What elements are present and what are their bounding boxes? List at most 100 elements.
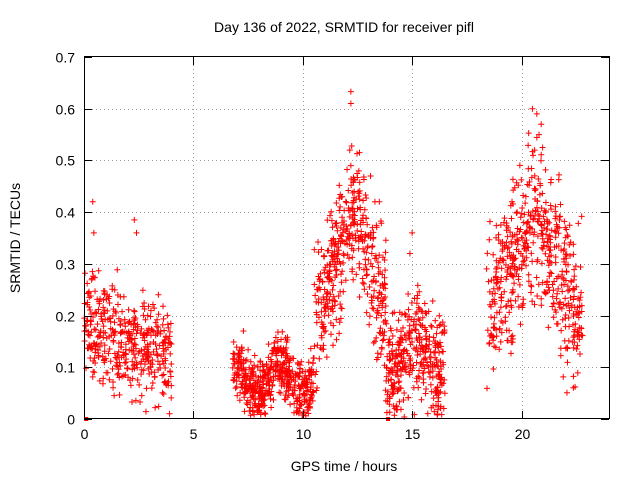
data-point	[350, 199, 357, 206]
data-point	[419, 370, 426, 377]
data-point	[312, 292, 319, 299]
data-point	[440, 405, 447, 412]
data-point	[356, 179, 363, 186]
x-tick-label: 10	[296, 426, 312, 442]
data-point	[337, 301, 344, 308]
data-point	[578, 308, 585, 315]
data-point	[552, 213, 559, 220]
data-point	[254, 363, 261, 370]
data-point	[140, 356, 147, 363]
data-point	[423, 386, 430, 393]
data-point	[91, 355, 98, 362]
data-point	[264, 390, 271, 397]
data-point	[149, 379, 156, 386]
y-tick-label: 0.7	[56, 50, 76, 66]
data-point	[147, 307, 154, 314]
data-point	[389, 310, 396, 317]
data-point	[297, 401, 304, 408]
data-point	[431, 362, 438, 369]
data-point	[509, 201, 516, 208]
data-point	[125, 374, 132, 381]
data-point	[327, 291, 334, 298]
data-point	[98, 340, 105, 347]
data-point	[131, 308, 138, 315]
data-point	[126, 347, 133, 354]
data-point	[553, 295, 560, 302]
data-point	[371, 287, 378, 294]
data-point	[326, 261, 333, 268]
data-point	[525, 142, 532, 149]
data-point	[402, 359, 409, 366]
data-point	[557, 352, 564, 359]
data-point	[525, 244, 532, 251]
data-point	[561, 337, 568, 344]
data-point	[97, 295, 104, 302]
data-point	[405, 290, 412, 297]
data-point	[134, 376, 141, 383]
data-point	[131, 351, 138, 358]
data-point	[550, 287, 557, 294]
data-point	[123, 356, 130, 363]
data-point	[378, 345, 385, 352]
data-point	[347, 221, 354, 228]
data-point	[237, 389, 244, 396]
data-point	[437, 343, 444, 350]
data-point	[370, 339, 377, 346]
data-point	[383, 320, 390, 327]
data-point	[534, 197, 541, 204]
data-point	[386, 356, 393, 363]
data-point	[160, 371, 167, 378]
data-point	[339, 268, 346, 275]
data-point	[529, 298, 536, 305]
data-point	[274, 363, 281, 370]
data-point	[568, 277, 575, 284]
data-point	[125, 319, 132, 326]
data-point	[338, 271, 345, 278]
x-tick-label: 5	[190, 426, 198, 442]
data-point	[343, 199, 350, 206]
data-point	[360, 245, 367, 252]
data-point	[363, 195, 370, 202]
data-point	[271, 339, 278, 346]
data-point	[538, 244, 545, 251]
data-point	[292, 378, 299, 385]
data-point	[538, 221, 545, 228]
data-point	[337, 224, 344, 231]
data-point	[270, 396, 277, 403]
data-point	[287, 355, 294, 362]
data-point	[378, 312, 385, 319]
data-point	[340, 250, 347, 257]
data-point	[329, 305, 336, 312]
data-point	[523, 262, 529, 269]
data-point	[431, 340, 438, 347]
data-point	[512, 297, 519, 304]
data-point	[334, 227, 341, 234]
data-point	[333, 200, 340, 207]
data-point	[90, 340, 97, 347]
data-point	[419, 314, 426, 321]
data-point	[356, 149, 363, 156]
data-point	[508, 333, 515, 340]
data-point	[323, 296, 330, 303]
data-point	[147, 313, 154, 320]
data-point	[313, 319, 320, 326]
data-point	[560, 373, 567, 380]
data-point	[518, 234, 525, 241]
data-point	[534, 233, 541, 240]
data-point	[528, 283, 535, 290]
data-point	[333, 336, 340, 343]
data-point	[278, 336, 285, 343]
data-point	[301, 391, 308, 398]
data-point	[298, 358, 305, 365]
data-point	[524, 181, 531, 188]
data-point	[426, 354, 433, 361]
data-point	[433, 330, 440, 337]
data-point	[399, 360, 406, 367]
data-point	[414, 337, 421, 344]
data-point	[138, 325, 145, 332]
data-point	[437, 379, 444, 386]
data-point	[120, 293, 127, 300]
data-point	[296, 369, 303, 376]
data-point	[115, 370, 122, 377]
data-point	[506, 327, 513, 334]
